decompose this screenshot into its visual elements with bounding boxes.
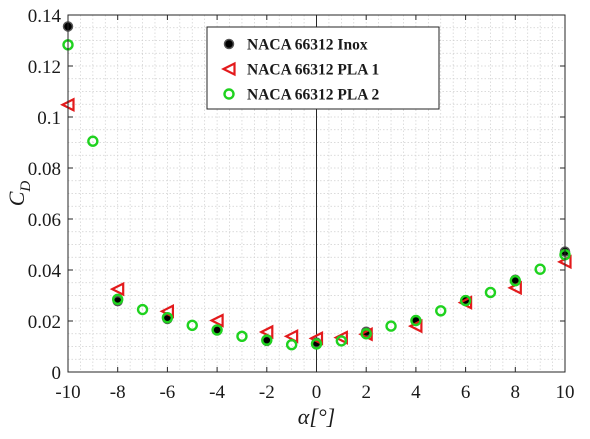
legend-marker (223, 88, 235, 100)
data-point (285, 339, 298, 351)
legend-marker (221, 61, 236, 77)
svg-text:CD: CD (4, 181, 34, 207)
legend-label: NACA 66312 PLA 1 (247, 62, 379, 79)
legend-items: NACA 66312 Inox NACA 66312 PLA 1 NACA 6631… (221, 37, 379, 104)
data-point (333, 330, 348, 345)
x-tick-label: -6 (159, 382, 175, 403)
y-axis-title: CD (4, 181, 34, 207)
x-tick-label: 10 (556, 382, 575, 403)
x-tick-label: 4 (411, 382, 421, 403)
y-tick-label: 0.14 (28, 6, 62, 27)
data-point (211, 324, 223, 336)
data-point (111, 293, 124, 306)
data-point (186, 319, 198, 332)
data-point (209, 313, 224, 328)
y-axis-title-main: C (4, 191, 29, 206)
data-point (410, 314, 422, 327)
data-point (87, 135, 99, 147)
y-tick-label: 0.08 (28, 159, 61, 180)
x-tick-label: 6 (461, 382, 471, 403)
data-point (435, 305, 447, 317)
data-point (161, 311, 174, 324)
x-tick-label: 2 (361, 382, 371, 403)
legend-marker (223, 38, 235, 50)
x-tick-label: -10 (55, 382, 80, 403)
y-tick-label: 0.02 (28, 312, 61, 333)
y-tick-label: 0.1 (37, 108, 61, 129)
x-axis-title: α[°] (298, 404, 335, 429)
data-point (407, 318, 423, 334)
x-tick-label: -8 (110, 382, 126, 403)
data-point (261, 334, 273, 346)
x-tick-label: 0 (312, 382, 322, 403)
data-point (459, 294, 472, 307)
x-tick-label: -4 (209, 382, 225, 403)
data-point (360, 328, 372, 340)
data-point (109, 281, 125, 297)
data-point (484, 286, 497, 299)
data-point (308, 331, 324, 346)
data-point (136, 303, 149, 316)
x-tick-label: 8 (511, 382, 521, 403)
y-tick-label: 0.06 (28, 210, 61, 231)
data-point (534, 263, 546, 275)
y-axis-title-sub: D (18, 181, 34, 193)
x-tick-label: -2 (259, 382, 275, 403)
tick-marks (67, 14, 566, 373)
y-tick-label: 0.04 (28, 261, 62, 282)
data-point (310, 338, 323, 350)
data-point (236, 330, 248, 342)
data-point (385, 320, 397, 332)
data-point (509, 275, 521, 287)
data-point (335, 335, 348, 347)
legend: NACA 66312 Inox NACA 66312 PLA 1 NACA 6631… (206, 26, 440, 110)
legend-label: NACA 66312 PLA 2 (247, 87, 379, 104)
tick-labels: -10 -8 -6 -4 -2 0 2 4 6 8 10 0 0.02 0.04 0.06 0.08 0.1 0.… (28, 6, 575, 403)
legend-box (206, 26, 440, 110)
legend-label: NACA 66312 Inox (247, 37, 368, 54)
y-tick-label: 0 (52, 363, 62, 384)
y-tick-label: 0.12 (28, 57, 61, 78)
